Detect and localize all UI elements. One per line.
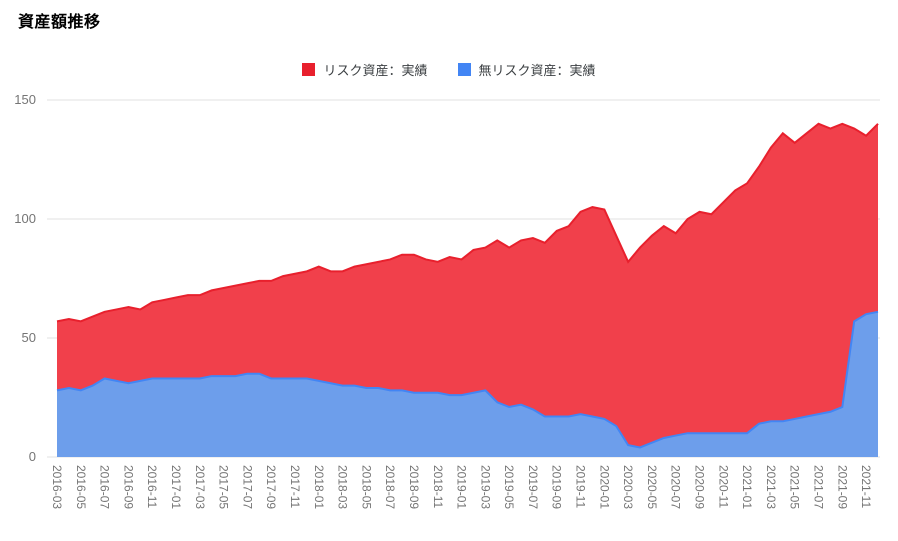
x-axis-label: 2016-07 bbox=[98, 465, 112, 509]
risk-asset-area bbox=[57, 123, 878, 458]
legend-item-riskfree-asset[interactable]: 無リスク資産：実績 bbox=[457, 60, 596, 79]
y-axis-label: 150 bbox=[14, 92, 36, 107]
risk-free-asset-line bbox=[56, 310, 879, 449]
legend-swatch-riskfree-asset bbox=[457, 62, 471, 76]
x-axis-label: 2017-09 bbox=[264, 465, 278, 509]
x-axis-label: 2020-01 bbox=[597, 465, 611, 509]
risk-free-asset-area bbox=[57, 311, 878, 457]
x-axis-label: 2017-05 bbox=[217, 465, 231, 509]
x-axis-label: 2020-11 bbox=[716, 465, 730, 508]
x-axis-label: 2016-11 bbox=[145, 465, 159, 508]
legend-label-risk-asset: リスク資産：実績 bbox=[323, 62, 428, 78]
x-axis-label: 2019-01 bbox=[455, 465, 469, 509]
x-axis-label: 2018-01 bbox=[312, 465, 326, 509]
x-axis-label: 2018-09 bbox=[407, 465, 421, 509]
x-axis-label: 2019-05 bbox=[502, 465, 516, 509]
x-axis-label: 2019-03 bbox=[478, 465, 492, 509]
legend-swatch-risk-asset bbox=[302, 62, 316, 76]
x-axis-label: 2020-09 bbox=[693, 465, 707, 509]
x-axis-label: 2017-07 bbox=[240, 465, 254, 509]
legend-label-riskfree-asset: 無リスク資産：実績 bbox=[478, 62, 596, 78]
x-axis-label: 2018-03 bbox=[336, 465, 350, 509]
legend-item-risk-asset[interactable]: リスク資産：実績 bbox=[302, 60, 428, 79]
x-axis-label: 2019-11 bbox=[574, 465, 588, 508]
x-axis-label: 2020-03 bbox=[621, 465, 635, 509]
x-axis-label: 2017-01 bbox=[169, 465, 183, 509]
chart-legend: リスク資産：実績 無リスク資産：実績 bbox=[0, 60, 898, 78]
x-axis-label: 2021-03 bbox=[764, 465, 778, 509]
chart-title: 資産額推移 bbox=[18, 14, 101, 31]
x-axis-label: 2018-11 bbox=[431, 465, 445, 508]
x-axis-label: 2017-11 bbox=[288, 465, 302, 508]
x-axis-label: 2016-03 bbox=[50, 465, 64, 509]
y-axis-label: 0 bbox=[29, 449, 36, 464]
x-axis-label: 2016-09 bbox=[121, 465, 135, 509]
x-axis-label: 2021-05 bbox=[788, 465, 802, 509]
x-axis-label: 2020-07 bbox=[669, 465, 683, 509]
x-axis-label: 2021-07 bbox=[812, 465, 826, 509]
x-axis-label: 2020-05 bbox=[645, 465, 659, 509]
x-axis-label: 2016-05 bbox=[74, 465, 88, 509]
x-axis-label: 2018-05 bbox=[359, 465, 373, 509]
x-axis-label: 2021-11 bbox=[859, 465, 873, 508]
x-axis-label: 2021-09 bbox=[835, 465, 849, 509]
x-axis-label: 2021-01 bbox=[740, 465, 754, 509]
y-axis-label: 100 bbox=[14, 211, 36, 226]
x-axis-label: 2019-09 bbox=[550, 465, 564, 509]
x-axis-label: 2018-07 bbox=[383, 465, 397, 509]
y-axis-label: 50 bbox=[22, 330, 36, 345]
risk-asset-line bbox=[56, 122, 879, 323]
x-axis-label: 2017-03 bbox=[193, 465, 207, 509]
x-axis-label: 2019-07 bbox=[526, 465, 540, 509]
